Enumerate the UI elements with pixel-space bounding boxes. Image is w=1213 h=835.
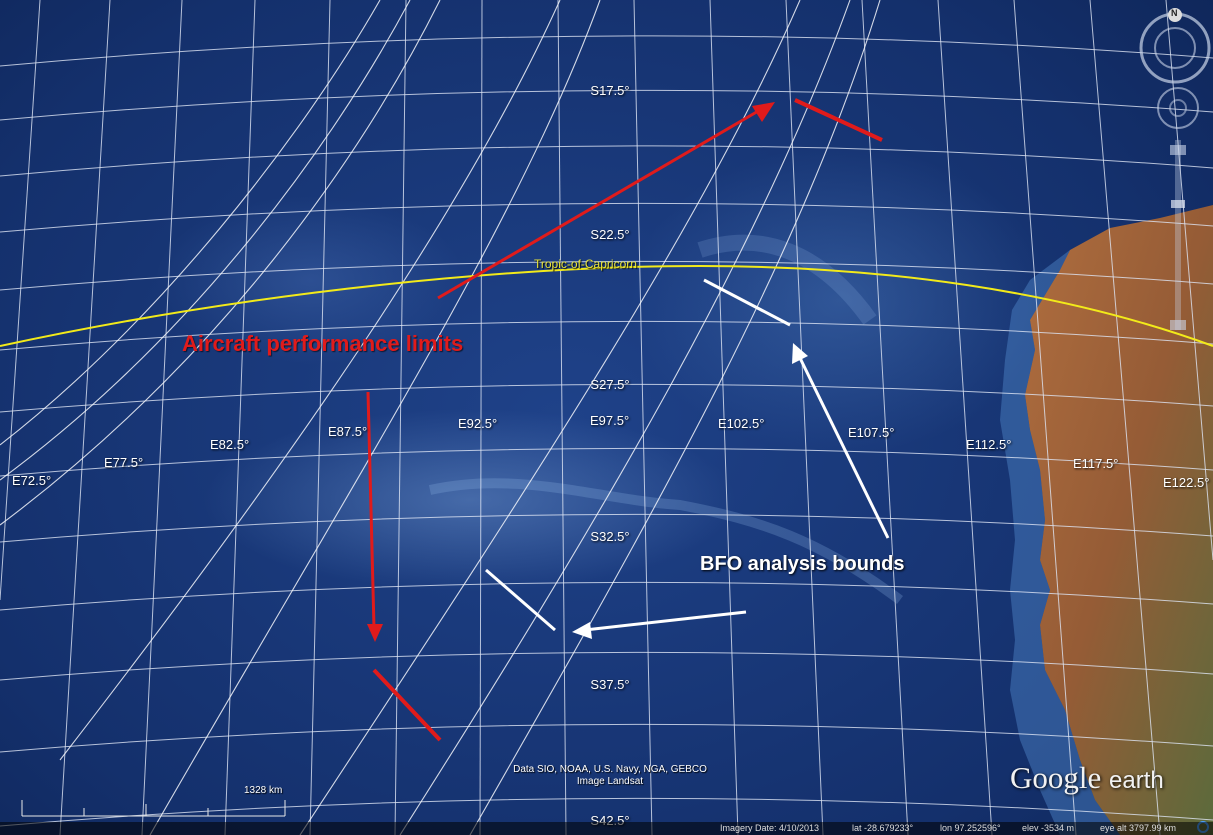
longitude-label: E107.5° bbox=[848, 425, 895, 440]
performance-arrows bbox=[366, 102, 775, 642]
longitude-label: E97.5° bbox=[590, 413, 630, 428]
latitude-readout: lat -28.679233° bbox=[852, 823, 914, 833]
bfo-bounds-label: BFO analysis bounds bbox=[700, 553, 905, 575]
eye-altitude-readout: eye alt 3797.99 km bbox=[1100, 823, 1177, 833]
longitude-label: E77.5° bbox=[104, 455, 144, 470]
tropic-line bbox=[0, 264, 1213, 347]
attribution-imagery: Image Landsat bbox=[576, 776, 644, 787]
latitude-label: S22.5° bbox=[590, 227, 630, 242]
longitude-label: E72.5° bbox=[12, 473, 52, 488]
imagery-date: Imagery Date: 4/10/2013 bbox=[720, 823, 820, 833]
logo-product: earth bbox=[1109, 767, 1164, 794]
performance-bound-marks bbox=[372, 98, 883, 742]
scale-bar-label: 1328 km bbox=[244, 785, 283, 796]
performance-limits-label: Aircraft performance limits bbox=[182, 331, 464, 356]
longitude-label: E112.5° bbox=[966, 437, 1012, 452]
compass-icon[interactable] bbox=[1139, 8, 1211, 84]
ridge-feature bbox=[428, 478, 903, 605]
australia-landmass bbox=[1025, 205, 1213, 835]
longitude-label: E102.5° bbox=[718, 416, 765, 431]
data-attribution: Data SIO, NOAA, U.S. Navy, NGA, GEBCO Im… bbox=[500, 764, 720, 788]
zoom-slider-icon[interactable] bbox=[1170, 140, 1186, 330]
look-joystick-icon[interactable] bbox=[1157, 87, 1199, 129]
elevation-readout: elev -3534 m bbox=[1022, 823, 1075, 833]
bfo-marks bbox=[485, 278, 890, 639]
coastal-shelf bbox=[1000, 250, 1120, 835]
google-earth-logo: Google earth bbox=[1010, 760, 1164, 796]
compass-north-label: N bbox=[1171, 8, 1178, 18]
longitude-label: E117.5° bbox=[1073, 456, 1119, 471]
status-bar bbox=[0, 822, 1213, 835]
tropic-label: Tropic-of-Capricorn bbox=[534, 257, 637, 271]
latitude-label: S32.5° bbox=[590, 529, 630, 544]
attribution-data-sources: Data SIO, NOAA, U.S. Navy, NGA, GEBCO bbox=[513, 764, 707, 775]
longitude-label: E122.5° bbox=[1163, 475, 1210, 490]
scale-bar bbox=[21, 800, 286, 817]
ridge-feature bbox=[697, 234, 877, 325]
longitude-label: E92.5° bbox=[458, 416, 498, 431]
latitude-grid bbox=[0, 35, 1213, 827]
longitude-label: E87.5° bbox=[328, 424, 368, 439]
longitude-readout: lon 97.252596° bbox=[940, 823, 1001, 833]
latitude-label: S27.5° bbox=[590, 377, 630, 392]
logo-brand: Google bbox=[1010, 760, 1102, 795]
latitude-label: S37.5° bbox=[590, 677, 630, 692]
longitude-label: E82.5° bbox=[210, 437, 250, 452]
latitude-label: S17.5° bbox=[590, 83, 630, 98]
